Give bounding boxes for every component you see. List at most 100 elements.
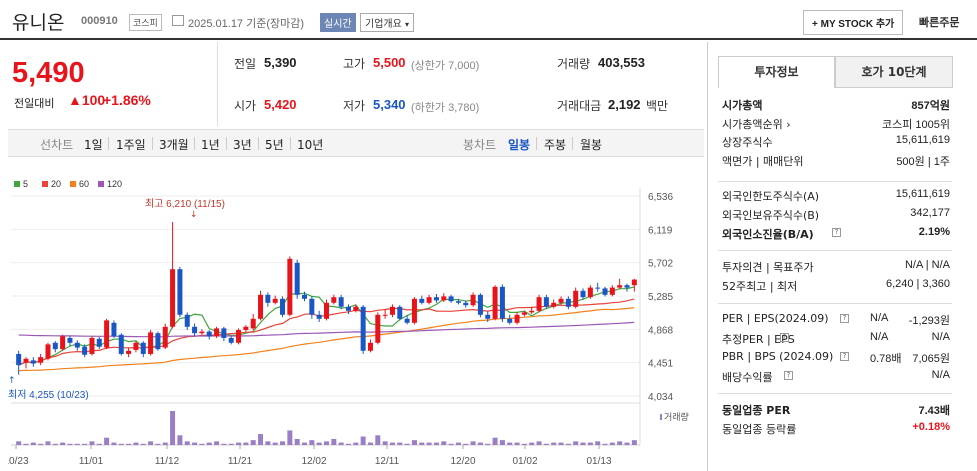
candle-weekly[interactable]: 주봉 [544,138,567,152]
candle-body [199,331,205,334]
price-chart[interactable]: 5 20 60 120 6,536 6,119 5,702 5,285 4,868 4,451 4… [8,175,698,471]
candle-body [367,342,373,351]
volume-bar [184,441,190,445]
help-icon[interactable]: ? [840,352,849,361]
candle-body [397,306,403,319]
volume-bar [170,411,176,445]
candle-body [280,298,286,315]
candle-daily[interactable]: 일봉 [508,138,531,152]
candle-body [206,331,212,337]
volume-bar [162,442,168,445]
candle-body [419,298,425,303]
corp-overview-dropdown[interactable]: 기업개요 ▾ [360,13,415,32]
period-3y[interactable]: 3년 [233,138,252,152]
legend-swatch [14,181,20,187]
volume-bar [433,442,439,445]
y-tick-label: 5,702 [648,259,673,270]
add-my-stock-button[interactable]: + MY STOCK 추가 [803,10,904,35]
low-value: 5,340 [373,97,406,112]
candle-body [309,298,315,315]
volume-bar [602,443,608,445]
info-value: 코스피 1005위 [881,118,950,131]
x-tick-label: 12/20 [450,456,475,467]
volume-bar [499,440,505,445]
volume-bar [477,442,483,445]
volume-bar [411,440,417,445]
stock-header [0,0,977,40]
info-label: 추정PER | EPS [722,333,795,346]
candle-body [82,346,88,355]
period-1d[interactable]: 1일 [84,138,103,152]
help-icon[interactable]: ? [780,333,789,342]
info-panel [707,42,977,471]
high-label: 고가 [343,57,366,71]
change-percent: +1.86% [103,92,151,108]
help-icon[interactable]: ? [784,371,793,380]
volume-bar [309,440,315,445]
volume-bar [118,443,124,445]
divider [290,137,291,150]
period-1y[interactable]: 1년 [201,138,220,152]
candle-body [294,262,300,295]
volume-legend-swatch [660,414,662,420]
volume-bar [250,440,256,445]
volume-bar [60,442,66,445]
volume-label: 거래량 [557,57,591,71]
period-10y[interactable]: 10년 [297,138,324,152]
candle-body [126,350,132,354]
x-tick-label: 11/21 [228,456,253,467]
tab-investment-info[interactable]: 투자정보 [718,56,835,88]
volume-bar [529,442,535,445]
open-label: 시가 [234,99,257,113]
tab-orderbook[interactable]: 호가 10단계 [835,56,953,88]
help-icon[interactable]: ? [832,228,841,237]
info-value: N/A [931,331,950,343]
volume-bar [74,443,80,445]
candle-body [316,314,322,319]
legend-label: 5 [23,179,28,189]
candle-body [104,320,110,348]
candle-body [426,297,432,303]
volume-bar [521,443,527,445]
ma-line [18,307,635,372]
y-tick-label: 6,536 [648,192,673,203]
candle-body [470,294,476,306]
volume-bar [45,441,51,445]
info-value: -1,293원 [908,315,950,327]
max-annotation: 최고 6,210 (11/15) [145,198,225,210]
candle-body [89,337,95,354]
candle-body [324,302,329,319]
period-1w[interactable]: 1주일 [116,138,146,152]
x-tick-label: 12/02 [301,456,326,467]
help-icon[interactable]: ? [840,314,849,323]
volume-bar [192,442,198,445]
candle-monthly[interactable]: 월봉 [580,138,603,152]
quick-order-button[interactable]: 빠른주문 [919,16,960,29]
volume-bar [617,441,623,445]
info-label: PBR | BPS (2024.09) [722,350,834,363]
volume-bar [609,442,615,445]
stock-name: 유니온 [12,12,65,34]
candle-body [587,287,593,298]
volume-bar [470,441,476,445]
stock-code: 000910 [81,15,118,27]
period-5y[interactable]: 5년 [265,138,284,152]
volume-bar [177,435,183,445]
volume-bar [324,441,329,445]
candle-body [52,342,58,350]
x-tick-label: 01/02 [512,456,537,467]
volume-bar [67,443,73,445]
volume-bar [551,442,557,445]
chevron-right-icon[interactable]: › [782,117,791,131]
period-3m[interactable]: 3개월 [159,138,189,152]
candle-body [507,318,513,323]
legend-swatch [42,181,48,187]
amount-value: 2,192 [608,97,641,112]
candle-body [184,314,190,327]
candle-body [573,290,579,307]
volume-bar [236,442,242,445]
realtime-button[interactable]: 실시간 [320,13,356,32]
volume-bar [23,443,29,445]
candle-body [463,302,469,306]
candle-body [543,297,549,307]
